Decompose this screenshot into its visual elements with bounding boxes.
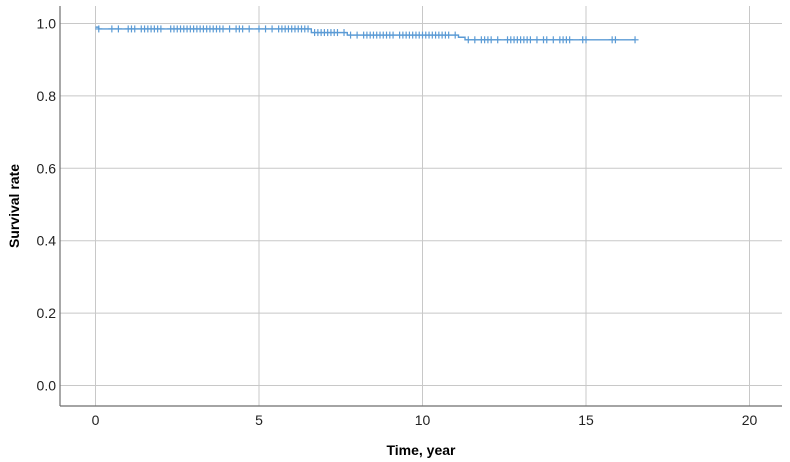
- censored-marker: [566, 36, 574, 44]
- censored-marker: [494, 36, 502, 44]
- x-tick-label: 0: [92, 412, 100, 428]
- censored-marker: [464, 36, 472, 44]
- y-tick-label: 0.6: [37, 160, 57, 176]
- x-tick-label: 5: [255, 412, 263, 428]
- y-tick-label: 0.4: [37, 233, 57, 249]
- censored-marker: [333, 29, 341, 37]
- censored-marker: [219, 25, 227, 33]
- censored-marker: [549, 36, 557, 44]
- y-tick-label: 0.8: [37, 88, 57, 104]
- y-axis-title: Survival rate: [6, 164, 22, 248]
- censored-marker: [255, 25, 263, 33]
- y-tick-label: 1.0: [37, 16, 57, 32]
- x-axis-title: Time, year: [386, 442, 456, 458]
- x-tick-label: 20: [742, 412, 758, 428]
- grid-lines: [60, 6, 782, 406]
- censored-marker: [131, 25, 139, 33]
- censored-marker: [471, 36, 479, 44]
- survival-series: [95, 25, 639, 44]
- tick-labels: 0 5 10 15 20 0.0 0.2 0.4 0.6 0.8 1.0: [37, 16, 758, 429]
- censored-marker: [268, 25, 276, 33]
- censored-marker: [226, 25, 234, 33]
- censored-marker: [108, 25, 116, 33]
- censored-marker: [487, 36, 495, 44]
- y-tick-label: 0.2: [37, 305, 57, 321]
- censored-marker: [582, 36, 590, 44]
- x-tick-label: 10: [415, 412, 431, 428]
- censored-marker: [353, 31, 361, 39]
- censored-marker: [631, 36, 639, 44]
- censored-marker: [245, 25, 253, 33]
- censored-marker: [239, 25, 247, 33]
- censored-marker: [340, 29, 348, 37]
- censored-marker: [533, 36, 541, 44]
- censored-marker: [611, 36, 619, 44]
- censored-marker: [95, 25, 103, 33]
- censored-marker: [543, 36, 551, 44]
- censored-marker: [445, 31, 453, 39]
- censored-marker: [114, 25, 122, 33]
- censored-marker: [451, 31, 459, 39]
- censored-marker: [304, 25, 312, 33]
- censored-marker: [157, 25, 165, 33]
- x-tick-label: 15: [578, 412, 594, 428]
- axes: [59, 6, 782, 407]
- censored-marker: [389, 31, 397, 39]
- y-tick-label: 0.0: [37, 378, 57, 394]
- censored-marker: [526, 36, 534, 44]
- censored-marker: [262, 25, 270, 33]
- censored-marker: [347, 31, 355, 39]
